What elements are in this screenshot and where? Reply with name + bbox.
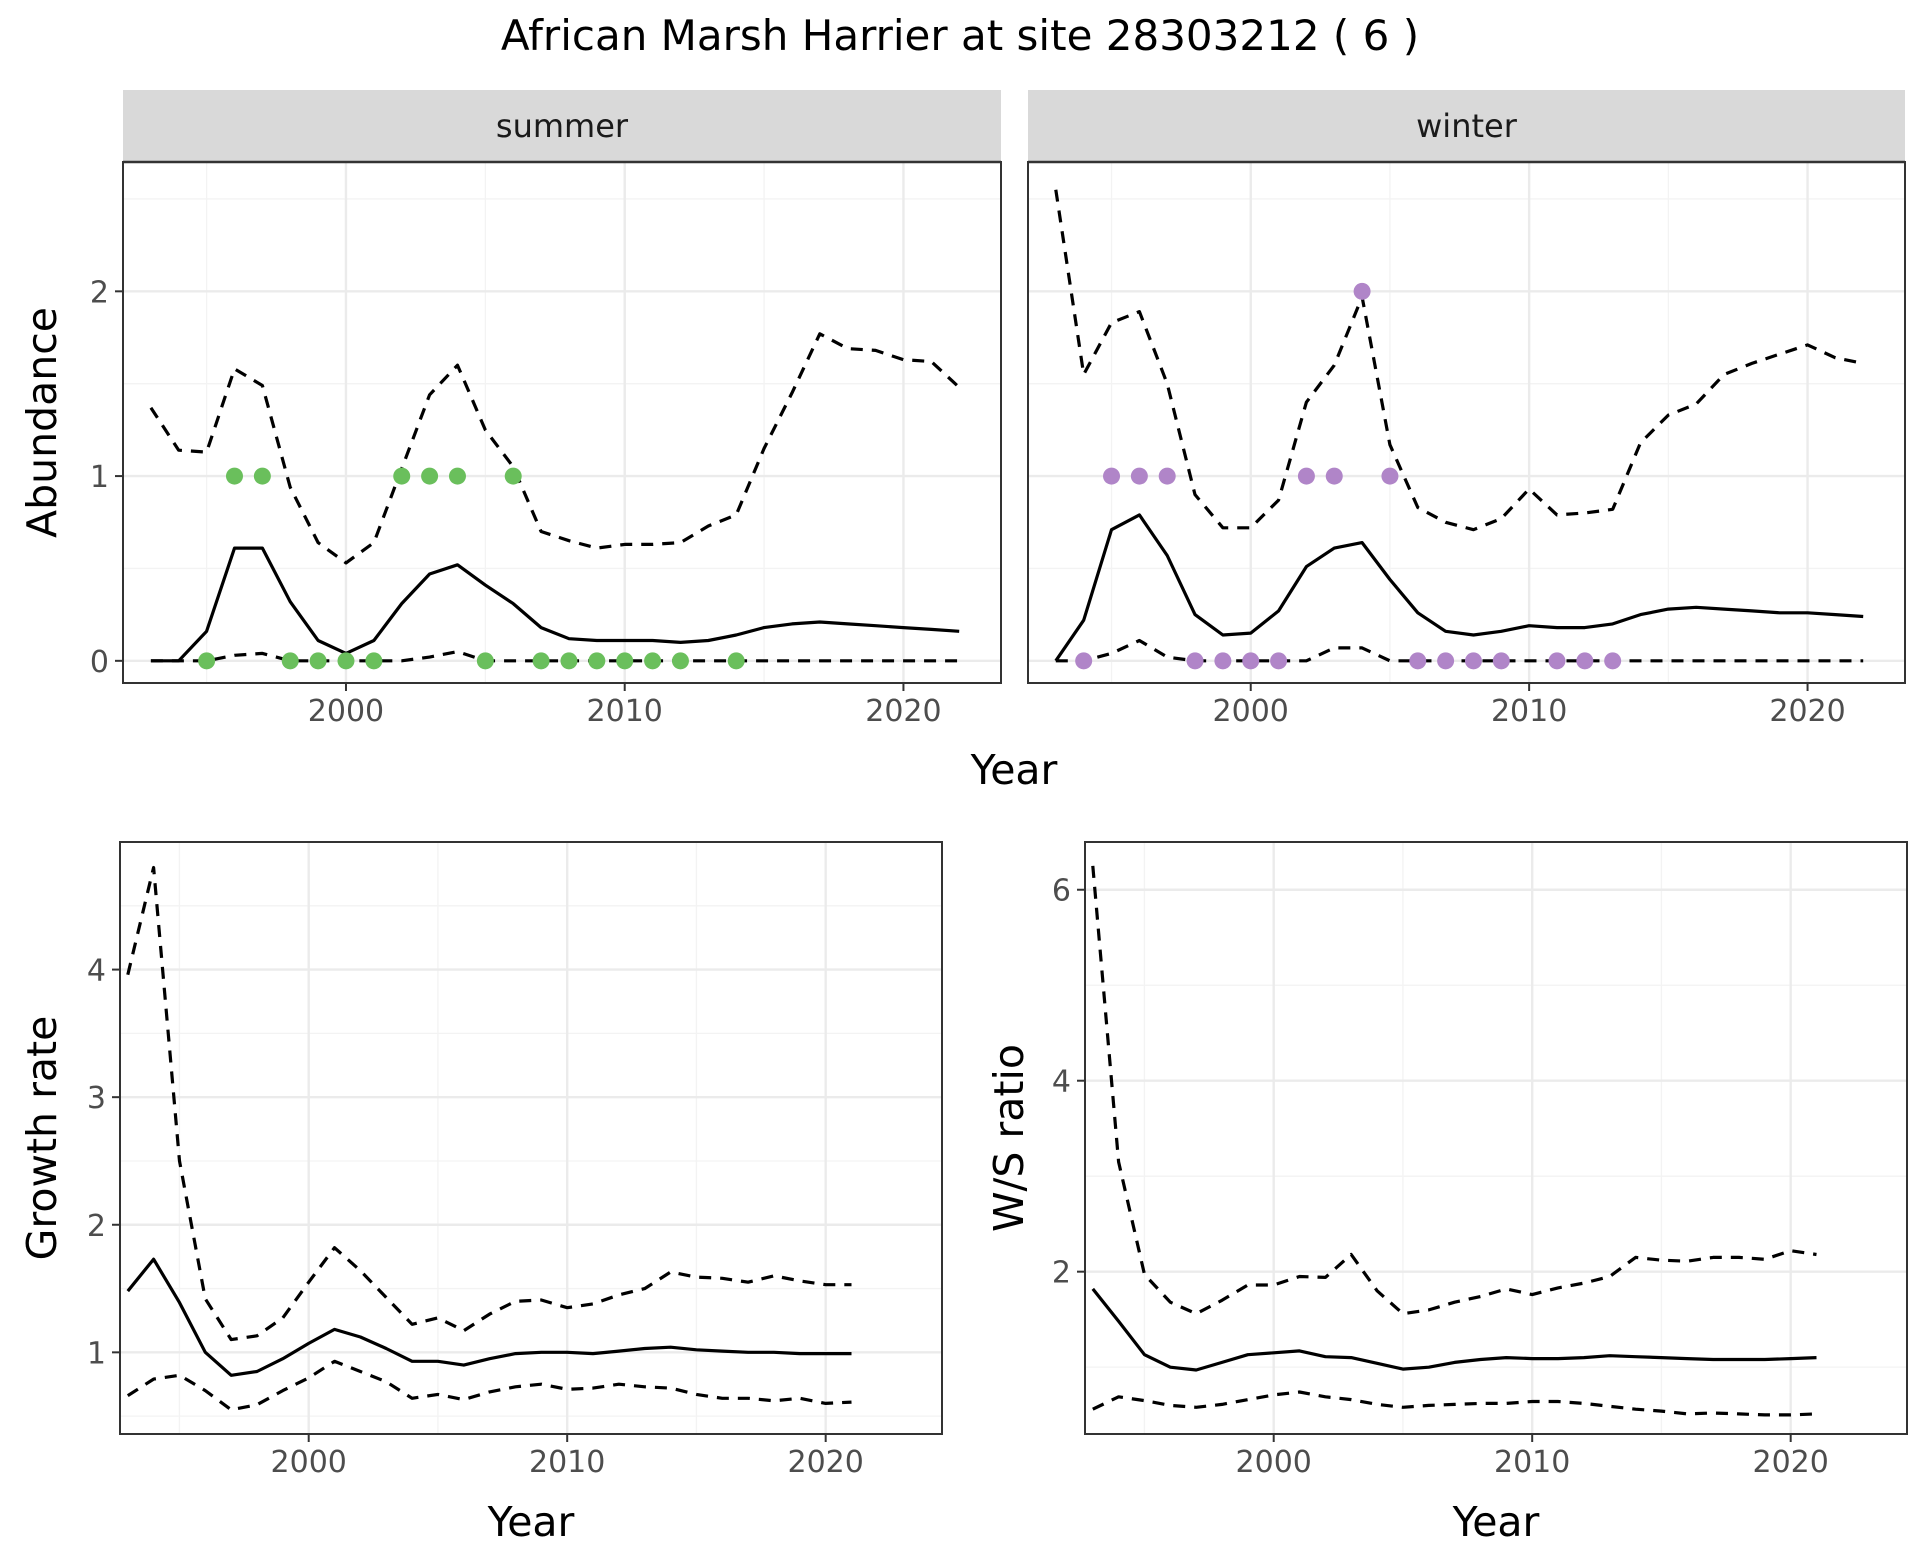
data-point bbox=[1604, 652, 1622, 670]
panel-2: winter 2000 2010 2020 bbox=[1027, 90, 1906, 729]
data-point bbox=[393, 467, 411, 485]
data-point bbox=[337, 652, 355, 670]
series-line-mean bbox=[1054, 513, 1864, 662]
data-point bbox=[253, 467, 271, 485]
x-tick-label: 2010 bbox=[1494, 1445, 1570, 1480]
data-point bbox=[1576, 652, 1594, 670]
y-axis-title: Growth rate bbox=[18, 1016, 66, 1261]
data-point bbox=[225, 467, 243, 485]
y-tick-label: 2 bbox=[1052, 1256, 1071, 1291]
y-tick-label: 2 bbox=[90, 275, 109, 310]
x-tick-label: 2000 bbox=[308, 694, 384, 729]
data-point bbox=[644, 652, 662, 670]
x-tick-label: 2020 bbox=[787, 1445, 863, 1480]
panel-border bbox=[119, 841, 943, 1435]
data-point bbox=[1186, 652, 1204, 670]
data-point bbox=[1270, 652, 1288, 670]
data-point bbox=[309, 652, 327, 670]
x-tick-label: 2010 bbox=[587, 694, 663, 729]
chart-title: African Marsh Harrier at site 28303212 (… bbox=[501, 11, 1419, 60]
data-point bbox=[1492, 652, 1510, 670]
y-axis-title: W/S ratio bbox=[985, 1044, 1033, 1232]
facet-strip bbox=[1028, 90, 1905, 162]
data-point bbox=[1325, 467, 1343, 485]
x-tick-label: 2000 bbox=[1236, 1445, 1312, 1480]
panel-4: 2000 2010 2020 2 4 6 W/S ratio Year bbox=[985, 841, 1908, 1546]
data-point bbox=[1548, 652, 1566, 670]
panel-1: summer 2000 2010 2020 0 1 2 Abundance bbox=[18, 90, 1002, 729]
y-tick-label: 1 bbox=[90, 460, 109, 495]
y-tick-label: 6 bbox=[1052, 874, 1071, 909]
y-axis-title: Abundance bbox=[18, 307, 66, 538]
data-point bbox=[671, 652, 689, 670]
y-tick-label: 3 bbox=[87, 1081, 106, 1116]
series-line-ci bbox=[1091, 865, 1817, 1316]
series-line-ci bbox=[126, 865, 852, 1342]
y-tick-label: 1 bbox=[87, 1336, 106, 1371]
y-tick-label: 4 bbox=[87, 954, 106, 989]
data-point bbox=[1214, 652, 1232, 670]
x-tick-label: 2010 bbox=[529, 1445, 605, 1480]
data-point bbox=[560, 652, 578, 670]
y-tick-label: 2 bbox=[87, 1209, 106, 1244]
data-point bbox=[198, 652, 216, 670]
data-point bbox=[1353, 282, 1371, 300]
series-line-ci bbox=[126, 1359, 852, 1412]
panel-border bbox=[1084, 841, 1908, 1435]
x-tick-label: 2020 bbox=[865, 694, 941, 729]
data-point bbox=[727, 652, 745, 670]
data-point bbox=[1130, 467, 1148, 485]
data-point bbox=[476, 652, 494, 670]
data-point bbox=[1297, 467, 1315, 485]
data-point bbox=[504, 467, 522, 485]
data-point bbox=[1103, 467, 1121, 485]
facet-strip bbox=[123, 90, 1001, 162]
series-line-mean bbox=[126, 1257, 852, 1377]
x-tick-label: 2020 bbox=[1769, 694, 1845, 729]
series-line-ci bbox=[1092, 1390, 1817, 1417]
data-point bbox=[532, 652, 550, 670]
data-point bbox=[1409, 652, 1427, 670]
x-axis-title: Year bbox=[1452, 1498, 1540, 1546]
data-point bbox=[1242, 652, 1260, 670]
data-point bbox=[1381, 467, 1399, 485]
x-tick-label: 2010 bbox=[1491, 694, 1567, 729]
data-point bbox=[448, 467, 466, 485]
y-tick-label: 4 bbox=[1052, 1065, 1071, 1100]
facet-label: summer bbox=[496, 107, 629, 145]
data-point bbox=[616, 652, 634, 670]
y-tick-label: 0 bbox=[90, 645, 109, 680]
data-point bbox=[1437, 652, 1455, 670]
data-point bbox=[281, 652, 299, 670]
x-axis-title: Year bbox=[487, 1498, 575, 1546]
series-line-mean bbox=[150, 546, 960, 663]
x-axis-title: Year bbox=[970, 746, 1058, 794]
data-point bbox=[365, 652, 383, 670]
data-point bbox=[1158, 467, 1176, 485]
data-point bbox=[1075, 652, 1093, 670]
facet-label: winter bbox=[1416, 107, 1518, 145]
series-line-ci bbox=[1054, 189, 1864, 532]
x-tick-label: 2020 bbox=[1752, 1445, 1828, 1480]
x-tick-label: 2000 bbox=[1213, 694, 1289, 729]
x-tick-label: 2000 bbox=[271, 1445, 347, 1480]
data-point bbox=[1464, 652, 1482, 670]
series-line-mean bbox=[1091, 1287, 1817, 1372]
panel-3: 2000 2010 2020 1 2 3 4 Growth rate Year bbox=[18, 841, 943, 1546]
data-point bbox=[588, 652, 606, 670]
data-point bbox=[421, 467, 439, 485]
